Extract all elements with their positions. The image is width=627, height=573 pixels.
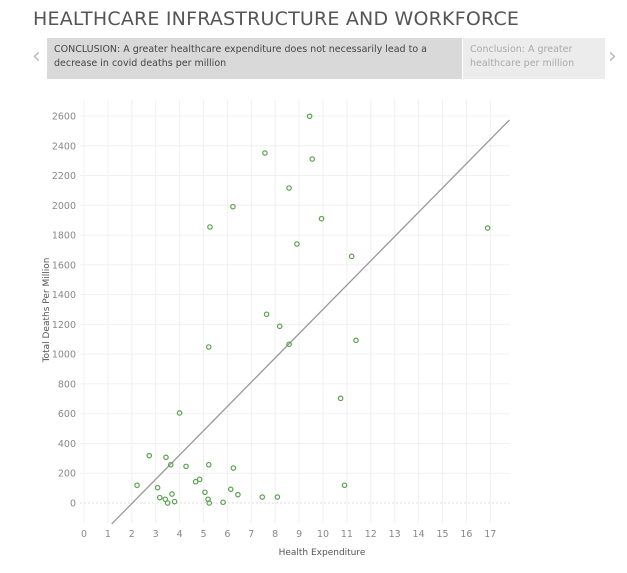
y-tick-label: 1800 [52, 231, 76, 242]
data-point [196, 476, 203, 483]
x-tick-label: 8 [272, 529, 278, 540]
data-point [171, 498, 178, 505]
trend-line [111, 119, 510, 525]
data-point [169, 491, 175, 497]
x-tick-label: 1 [105, 529, 111, 540]
data-point [262, 150, 268, 156]
data-point [207, 224, 213, 230]
x-axis-title: Health Expenditure [279, 548, 366, 558]
y-tick-label: 1600 [52, 260, 76, 271]
x-tick-label: 12 [365, 529, 377, 540]
data-point [276, 323, 283, 330]
data-point [146, 452, 153, 459]
data-point [183, 463, 189, 470]
data-point [227, 486, 234, 493]
data-point [341, 482, 348, 489]
y-tick-label: 800 [58, 379, 76, 390]
y-tick-label: 2200 [52, 171, 76, 182]
data-point [484, 225, 491, 231]
y-tick-label: 0 [70, 499, 76, 510]
data-point [286, 185, 292, 191]
data-point [206, 500, 213, 506]
story-point-conclusion[interactable]: CONCLUSION: A greater healthcare expendi… [47, 38, 462, 79]
data-point [353, 337, 359, 344]
y-tick-label: 600 [58, 409, 76, 420]
y-tick-label: 1200 [52, 320, 76, 331]
data-point [235, 491, 241, 498]
x-tick-label: 17 [484, 529, 496, 540]
data-point [348, 253, 355, 260]
y-tick-label: 2400 [52, 141, 76, 152]
x-tick-label: 9 [296, 529, 302, 540]
data-point [176, 410, 183, 416]
data-point [167, 461, 174, 468]
data-point [337, 395, 344, 402]
x-tick-label: 15 [436, 529, 448, 540]
data-point [202, 489, 208, 496]
y-tick-label: 2000 [52, 201, 76, 212]
data-point [286, 341, 292, 348]
data-point [162, 496, 169, 503]
data-point [230, 465, 237, 471]
x-tick-label: 6 [224, 529, 230, 540]
data-point [230, 203, 236, 210]
data-point [318, 215, 325, 222]
data-point [164, 500, 171, 506]
data-point [163, 454, 169, 461]
x-tick-label: 4 [177, 529, 183, 540]
y-tick-label: 1400 [52, 290, 76, 301]
x-tick-label: 13 [389, 529, 401, 540]
data-point [134, 482, 140, 489]
data-point [263, 311, 270, 318]
y-tick-label: 400 [58, 439, 76, 450]
data-point [309, 156, 316, 162]
x-tick-label: 2 [129, 529, 135, 540]
data-point [192, 478, 199, 485]
data-point [220, 499, 226, 506]
data-point [306, 113, 313, 120]
x-tick-label: 0 [81, 529, 87, 540]
x-tick-label: 7 [248, 529, 254, 540]
data-point [274, 494, 281, 500]
x-tick-label: 5 [200, 529, 206, 540]
y-axis-title: Total Deaths Per Million [42, 258, 52, 364]
x-tick-label: 11 [341, 529, 353, 540]
data-point [259, 494, 266, 500]
x-tick-label: 16 [460, 529, 472, 540]
x-tick-label: 3 [153, 529, 159, 540]
data-point [205, 344, 212, 350]
y-tick-label: 200 [58, 469, 76, 480]
y-tick-label: 1000 [52, 350, 76, 361]
data-point [294, 241, 300, 247]
data-point [205, 461, 212, 468]
x-tick-label: 10 [317, 529, 329, 540]
chevron-left-icon[interactable]: ‹ [32, 44, 41, 69]
x-tick-label: 14 [413, 529, 425, 540]
chevron-right-icon[interactable]: › [608, 44, 617, 69]
data-point [156, 494, 163, 501]
story-point-next[interactable]: Conclusion: A greater healthcare per mil… [463, 38, 605, 79]
dashboard-title: HEALTHCARE INFRASTRUCTURE AND WORKFORCE [33, 8, 520, 30]
data-point [154, 484, 161, 491]
y-tick-label: 2600 [52, 111, 76, 122]
